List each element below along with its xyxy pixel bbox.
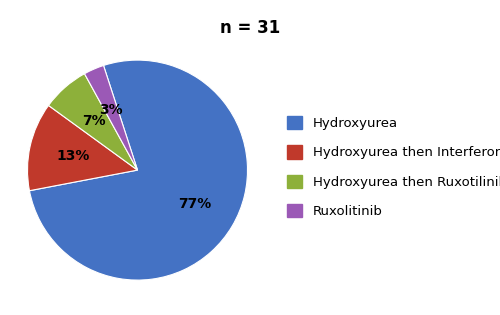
Wedge shape <box>48 74 138 170</box>
Text: 13%: 13% <box>56 149 90 163</box>
Wedge shape <box>28 106 138 191</box>
Text: n = 31: n = 31 <box>220 19 280 37</box>
Wedge shape <box>30 60 248 280</box>
Text: 3%: 3% <box>100 102 123 117</box>
Text: 7%: 7% <box>82 114 106 128</box>
Legend: Hydroxyurea, Hydroxyurea then Interferon, Hydroxyurea then Ruxotilinib, Ruxoliti: Hydroxyurea, Hydroxyurea then Interferon… <box>286 116 500 218</box>
Text: 77%: 77% <box>178 197 211 211</box>
Wedge shape <box>84 66 138 170</box>
